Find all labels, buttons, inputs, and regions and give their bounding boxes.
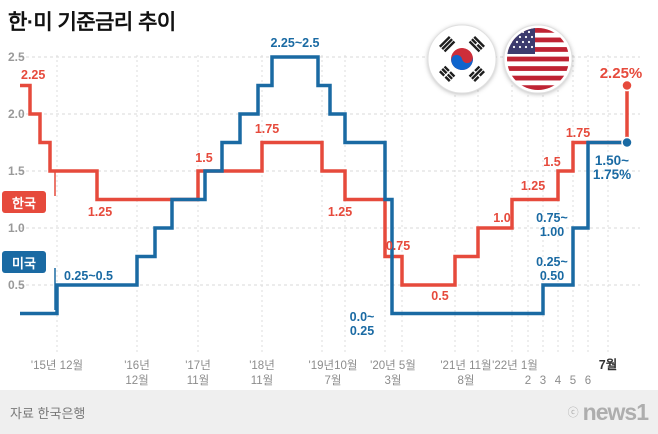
x-axis-label: '16년 xyxy=(124,359,150,372)
x-axis-label: 7월 xyxy=(599,357,617,372)
korea-end-dot xyxy=(621,79,633,92)
rate-value-label: 0.0~ xyxy=(350,310,375,324)
x-axis-label: 8월 xyxy=(458,374,475,387)
rate-value-label: 1.50~ xyxy=(595,153,629,168)
x-axis-label: '18년 xyxy=(249,359,275,372)
page-title: 한·미 기준금리 추이 xyxy=(8,11,176,34)
legend-korea-badge: 한국 xyxy=(2,191,46,213)
rate-value-label: 0.25~ xyxy=(536,255,568,269)
rate-value-label: 1.5 xyxy=(543,155,560,169)
source-label: 자료 한국은행 xyxy=(10,405,86,421)
rate-value-label: 0.25~0.5 xyxy=(64,269,113,283)
rate-value-label: 1.5 xyxy=(195,151,212,165)
rate-value-label: 1.75 xyxy=(255,122,279,136)
rate-value-label: 1.25 xyxy=(328,205,352,219)
rate-value-label: 0.25 xyxy=(350,324,374,338)
x-axis-label: 11월 xyxy=(187,374,210,387)
x-axis-label: 3 xyxy=(540,375,546,387)
y-axis-label: 0.5 xyxy=(8,278,25,292)
x-axis-label: '20년 5월 xyxy=(370,359,416,372)
y-axis-label: 2.0 xyxy=(8,107,25,121)
news1-wordmark: news1 xyxy=(582,398,649,425)
rate-value-label: 1.0 xyxy=(493,211,510,225)
rate-value-label: 1.75 xyxy=(566,126,590,140)
us-end-dot xyxy=(621,136,633,149)
rate-value-label: 1.00 xyxy=(540,225,564,239)
rate-value-label: 2.25 xyxy=(21,68,45,82)
rate-step-chart: 2.5 2.0 1.5 1.0 0.5 2.25 1.25 1.5 1.75 1.25 0.75 0.… xyxy=(8,36,643,387)
us-rate-line xyxy=(20,55,627,316)
copyright-icon: ⓒ xyxy=(567,407,579,419)
x-axis-label: '15년 12월 xyxy=(31,359,83,372)
united-states-flag-icon xyxy=(503,24,573,94)
south-korea-flag-icon xyxy=(427,24,497,94)
y-axis-label: 2.5 xyxy=(8,50,25,64)
legend-korea-label: 한국 xyxy=(12,195,36,211)
x-axis-label: '21년 11월 xyxy=(440,359,491,372)
rate-value-label: 0.50 xyxy=(540,269,564,283)
rate-value-label: 0.5 xyxy=(431,289,448,303)
rate-value-label: 0.75 xyxy=(386,239,410,253)
x-axis-label: 7월 xyxy=(325,374,342,387)
legend-us-badge: 미국 xyxy=(2,251,46,273)
y-axis-label: 1.5 xyxy=(8,164,25,178)
footer-bar: 자료 한국은행 ⓒ news1 xyxy=(0,390,658,434)
korea-rate-line xyxy=(20,83,629,287)
rate-value-label: 1.75% xyxy=(593,167,631,182)
y-axis-label: 1.0 xyxy=(8,221,25,235)
x-axis-label: 12월 xyxy=(125,374,148,387)
rate-value-label: 2.25% xyxy=(600,65,643,82)
rate-value-label: 1.25 xyxy=(88,205,112,219)
x-axis-label: 3월 xyxy=(385,374,402,387)
rate-value-label: 1.25 xyxy=(521,179,545,193)
x-axis-label: '22년 1월 xyxy=(492,359,538,372)
rate-value-label: 0.75~ xyxy=(536,211,568,225)
x-axis-label: '19년10월 xyxy=(309,359,358,372)
news1-logo: ⓒ news1 xyxy=(567,398,649,426)
x-axis-label: 11월 xyxy=(251,374,274,387)
x-axis-label: '17년 xyxy=(185,359,211,372)
rate-value-label: 2.25~2.5 xyxy=(270,36,319,50)
x-axis-label: 6 xyxy=(585,375,591,387)
x-axis-label: 5 xyxy=(570,375,576,387)
legend-us-label: 미국 xyxy=(12,255,36,271)
x-axis-label: 4 xyxy=(555,375,562,387)
x-axis-label: 2 xyxy=(525,375,531,387)
